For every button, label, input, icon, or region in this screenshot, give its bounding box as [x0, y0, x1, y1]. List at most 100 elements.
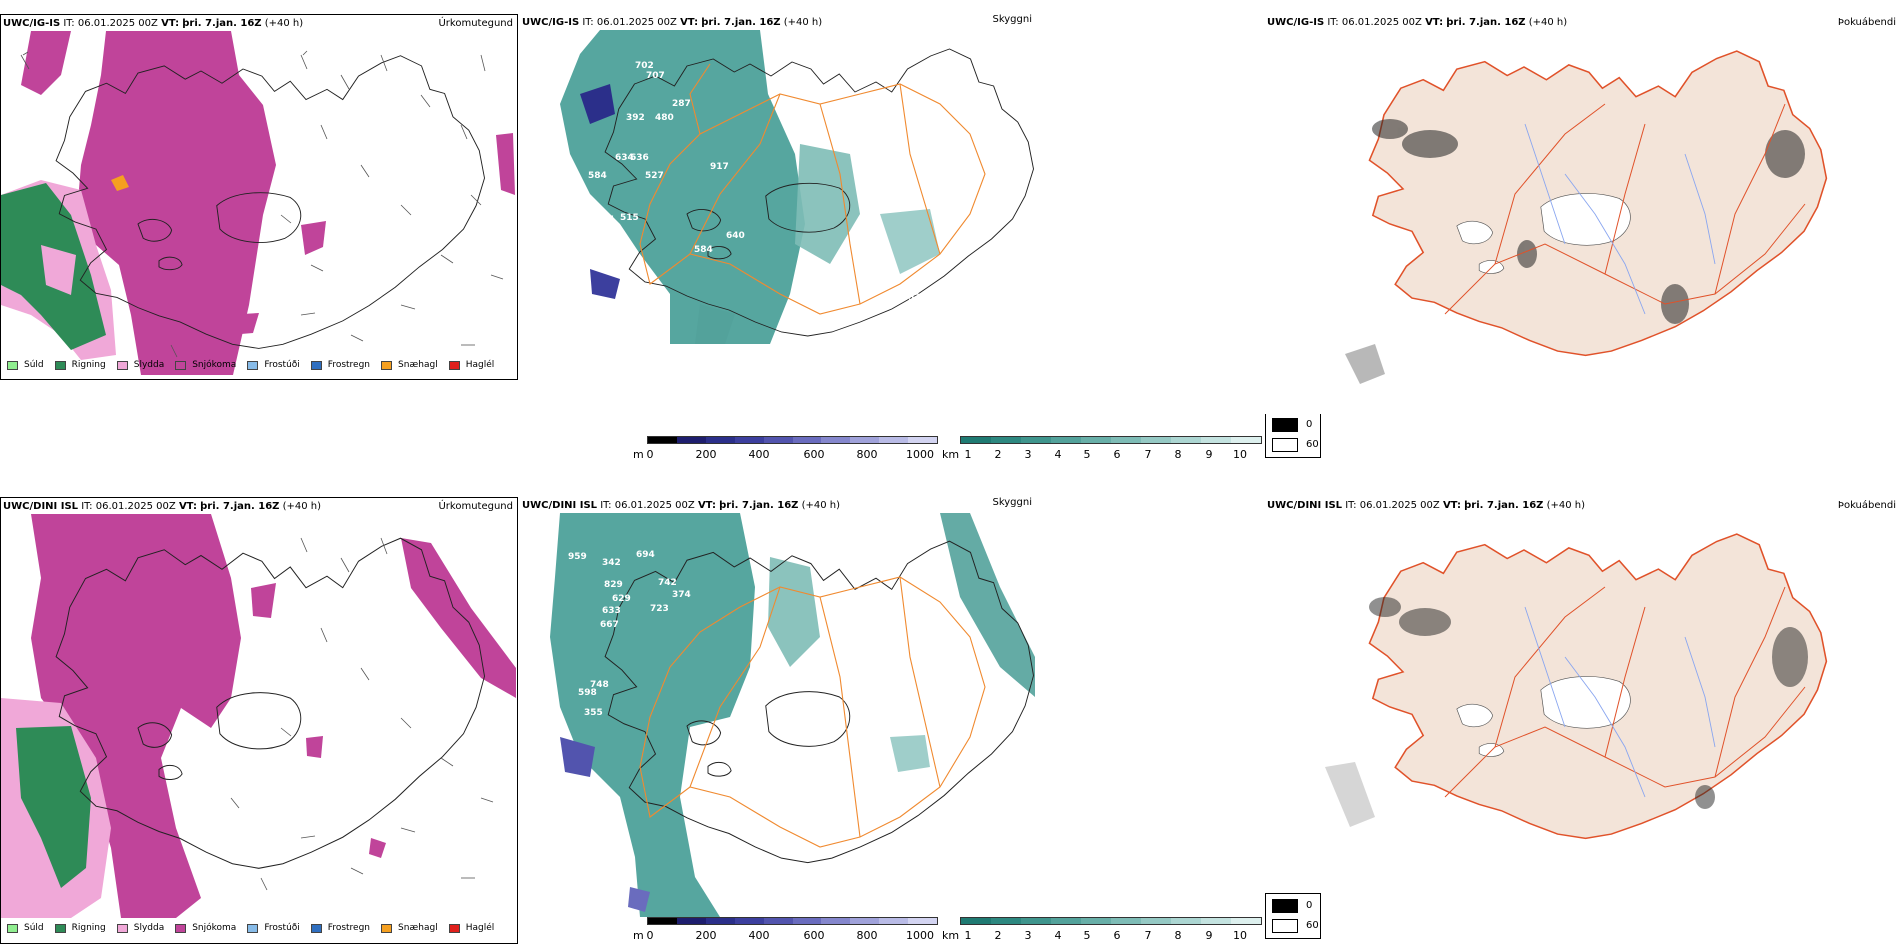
- colorbar-tick: 3: [1024, 448, 1032, 461]
- visibility-label: 131: [610, 327, 629, 337]
- legend-item-sleet: Slydda: [116, 360, 165, 370]
- snow-area: [251, 583, 276, 618]
- wind-barbs: [230, 537, 494, 891]
- it-label: IT:: [582, 17, 594, 28]
- colorbar-terrain-m: m 0 200 400 600 800 1000: [633, 917, 938, 943]
- precip-legend: Súld Rigning Slydda Snjókoma Frostúði Fr…: [7, 923, 505, 933]
- colorbar-cells: [960, 917, 1262, 925]
- vt-value: þri. 7.jan. 16Z: [719, 500, 799, 511]
- visibility-labels: 702 707 287 392 480 917 634 636 527 584 …: [572, 61, 921, 337]
- fog-map-canvas: [1325, 533, 1828, 840]
- legend-swatch: [54, 360, 66, 370]
- terrain-area: [580, 84, 615, 124]
- legend-label: Slydda: [133, 923, 165, 933]
- colorbar-tick: 4: [1054, 448, 1062, 461]
- fog-patch: [1345, 344, 1385, 384]
- colorbar-tick: 8: [1174, 448, 1182, 461]
- low-visibility-area: [560, 30, 805, 344]
- panel-title: Úrkomutegund: [438, 18, 513, 29]
- fog-key: 0 60: [1265, 893, 1321, 939]
- model-name: UWC/DINI ISL: [1267, 500, 1343, 511]
- vt-label: VT:: [161, 18, 180, 29]
- wind-barbs: [20, 50, 504, 358]
- lead-time: (+40 h): [282, 501, 322, 512]
- colorbar-unit: km: [942, 448, 960, 461]
- visibility-label: 917: [710, 162, 729, 172]
- snow-area: [31, 514, 241, 918]
- fog-map-canvas: [1345, 50, 1828, 384]
- colorbar-tick: 6: [1113, 929, 1121, 942]
- road-network: [639, 576, 986, 848]
- colorbar-tick: 6: [1113, 448, 1121, 461]
- lead-time: (+40 h): [1528, 17, 1568, 28]
- visibility-map-dini: UWC/DINI ISL IT: 06.01.2025 00Z VT: þri.…: [520, 497, 1038, 917]
- colorbar-tick: 1000: [906, 448, 934, 461]
- precip-type-map-ig: UWC/IG-IS IT: 06.01.2025 00Z VT: þri. 7.…: [0, 14, 518, 380]
- snow-area: [369, 838, 386, 858]
- colorbar-cells: [647, 917, 938, 925]
- model-name: UWC/IG-IS: [1267, 17, 1325, 28]
- legend-swatch: [175, 360, 187, 370]
- legend-swatch: [116, 360, 128, 370]
- lead-time: (+40 h): [801, 500, 841, 511]
- fog-key-label: 0: [1306, 419, 1313, 430]
- legend-item-snow: Snjókoma: [175, 923, 236, 933]
- fog-key-label: 60: [1306, 439, 1319, 450]
- legend-item-graupel: Snæhagl: [381, 923, 438, 933]
- colorbar-unit: km: [942, 929, 960, 942]
- fog-key-swatch-black: [1272, 418, 1298, 432]
- fog-key: 0 60: [1265, 412, 1321, 458]
- legend-swatch: [247, 360, 259, 370]
- iceland-land: [1368, 50, 1828, 357]
- colorbar-unit: m: [633, 448, 644, 461]
- legend-swatch: [310, 923, 322, 933]
- rain-area: [16, 726, 91, 888]
- visibility-label: 584: [588, 171, 607, 181]
- legend-item-drizzle: Súld: [7, 360, 44, 370]
- colorbar-tick: 10: [1233, 448, 1247, 461]
- panel-header: UWC/IG-IS IT: 06.01.2025 00Z VT: þri. 7.…: [522, 17, 822, 29]
- it-value: 06.01.2025 00Z: [1359, 500, 1440, 511]
- iceland-land: [1368, 533, 1828, 840]
- legend-item-rain: Rigning: [54, 360, 106, 370]
- colorbar-tick: 800: [856, 929, 878, 942]
- legend-item-freezing-rain: Frostregn: [310, 360, 370, 370]
- fog-key-swatch-black: [1272, 899, 1298, 913]
- visibility-label: 515: [620, 213, 639, 223]
- colorbar-tick: 0: [646, 929, 654, 942]
- legend-item-graupel: Snæhagl: [381, 360, 438, 370]
- legend-item-rain: Rigning: [54, 923, 106, 933]
- colorbar-tick: 5: [1083, 448, 1091, 461]
- panel-title: Skyggni: [992, 497, 1032, 508]
- legend-swatch: [116, 923, 128, 933]
- visibility-label: 694: [636, 550, 655, 560]
- panel-title: Úrkomutegund: [438, 501, 513, 512]
- legend-label: Frostúði: [264, 923, 300, 933]
- colorbar-tick: 2: [994, 929, 1002, 942]
- colorbar-tick: 8: [1174, 929, 1182, 942]
- model-name: UWC/DINI ISL: [522, 500, 598, 511]
- precip-type-map-dini: UWC/DINI ISL IT: 06.01.2025 00Z VT: þri.…: [0, 497, 518, 944]
- panel-title: Þokuábendi: [1837, 500, 1896, 511]
- it-value: 06.01.2025 00Z: [77, 18, 158, 29]
- precip-map-canvas: [1, 514, 516, 918]
- visibility-label: 629: [612, 594, 631, 604]
- legend-item-hail: Haglél: [448, 923, 494, 933]
- model-name: UWC/IG-IS: [3, 18, 61, 29]
- legend-label: Slydda: [133, 360, 165, 370]
- lead-time: (+40 h): [783, 17, 823, 28]
- terrain-area: [628, 887, 650, 912]
- vt-value: þri. 7.jan. 16Z: [1464, 500, 1544, 511]
- visibility-label: 742: [658, 578, 677, 588]
- legend-label: Snæhagl: [398, 360, 438, 370]
- it-value: 06.01.2025 00Z: [95, 501, 176, 512]
- legend-swatch: [247, 923, 259, 933]
- visibility-label: 634: [615, 153, 634, 163]
- colorbar-tick: 200: [695, 448, 717, 461]
- legend-item-drizzle: Súld: [7, 923, 44, 933]
- visibility-label: 342: [602, 558, 621, 568]
- fog-patches: [1369, 597, 1808, 809]
- visibility-label: 633: [602, 606, 621, 616]
- panel-header: UWC/DINI ISL IT: 06.01.2025 00Z VT: þri.…: [522, 500, 840, 512]
- terrain-area: [560, 737, 595, 777]
